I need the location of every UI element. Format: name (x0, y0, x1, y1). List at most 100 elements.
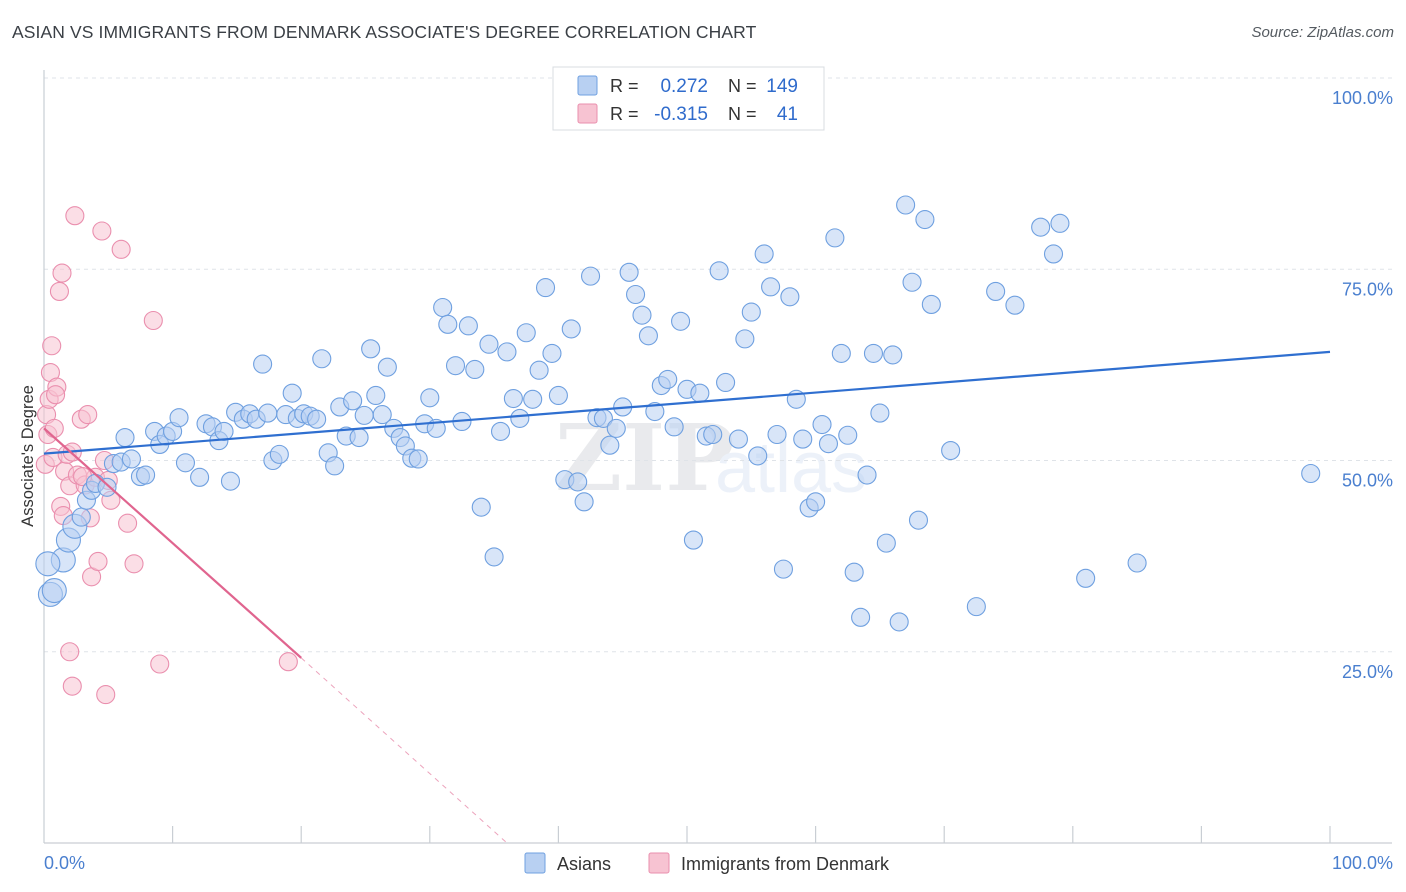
asians-point (214, 421, 234, 441)
asians-point (220, 471, 241, 491)
asians-point (748, 446, 768, 466)
asians-point (479, 334, 499, 354)
denmark-point (46, 385, 66, 405)
asians-point (366, 385, 386, 406)
asians-point (818, 434, 839, 454)
asians-point (728, 429, 748, 449)
legend-n-label-2: N = (728, 104, 757, 124)
bottom-legend-label-asians: Asians (557, 854, 611, 874)
denmark-point (44, 418, 64, 438)
y-tick-label: 50.0% (1342, 471, 1393, 491)
asians-point (458, 316, 478, 336)
legend-swatch-denmark (577, 103, 598, 124)
denmark-point (92, 221, 112, 241)
y-tick-label: 100.0% (1332, 88, 1393, 108)
asians-point (490, 421, 511, 441)
y-tick-label: 75.0% (1342, 279, 1393, 299)
asians-point (683, 530, 703, 550)
denmark-point (124, 554, 144, 574)
legend-r-label-1: R = (610, 76, 639, 96)
asians-point (754, 244, 774, 264)
legend-n-value-1: 149 (766, 76, 798, 97)
asians-point (806, 492, 826, 512)
source-label: Source: ZipAtlas.com (1251, 24, 1394, 41)
asians-point (1043, 244, 1064, 264)
asians-point (600, 435, 620, 455)
asians-point (516, 323, 536, 343)
denmark-point (78, 405, 98, 425)
asians-point (863, 343, 884, 363)
asians-point (1076, 568, 1096, 588)
denmark-point (118, 513, 138, 533)
asians-point (838, 425, 858, 445)
asians-point (574, 492, 594, 512)
asians-point (793, 429, 813, 449)
asians-point (761, 277, 781, 297)
asians-point (844, 562, 864, 582)
asians-point (354, 405, 374, 425)
asians-point (638, 326, 658, 346)
trend-lines (43, 350, 1331, 844)
asians-point (503, 388, 523, 409)
asians-point (465, 359, 485, 380)
y-axis-title: Associate's Degree (19, 385, 37, 527)
asians-point (773, 559, 794, 579)
asians-point (535, 278, 556, 298)
asians-point (115, 427, 135, 448)
asians-point (136, 465, 156, 485)
asians-point (851, 607, 871, 627)
legend-box (552, 66, 825, 131)
denmark-point (278, 652, 298, 672)
bottom-legend-label-denmark: Immigrants from Denmark (681, 854, 890, 874)
asians-point (941, 441, 961, 461)
legend-n-label-1: N = (728, 76, 757, 96)
asians-point (812, 414, 832, 435)
gridlines (44, 77, 1392, 653)
y-tick-labels: 100.0% 75.0% 50.0% 25.0% (1332, 88, 1393, 682)
asians-point (671, 311, 691, 331)
chart-title: ASIAN VS IMMIGRANTS FROM DENMARK ASSOCIA… (12, 22, 757, 42)
asians-point (741, 302, 761, 322)
denmark-point (62, 676, 82, 696)
asians-point (343, 391, 363, 411)
asians-point (542, 343, 562, 363)
asians-point (626, 284, 646, 305)
asians-point (169, 408, 189, 428)
asians-point (889, 612, 909, 632)
denmark-point (49, 281, 69, 301)
asians-point (361, 339, 381, 359)
asians-point (269, 444, 289, 464)
asians-point (690, 383, 710, 403)
x-ticks (172, 826, 1331, 843)
trend-line-denmark (43, 427, 302, 659)
trend-line-asians (43, 350, 1331, 455)
asians-point (1301, 463, 1321, 484)
denmark-point (143, 310, 163, 331)
asians-point (312, 349, 332, 369)
asians-point (377, 357, 397, 377)
asians-point (121, 449, 141, 469)
asians-point (548, 385, 568, 406)
asians-point (71, 507, 91, 527)
denmark-point (96, 685, 116, 705)
legend-r-value-2: -0.315 (654, 104, 708, 125)
asians-point (883, 345, 903, 365)
asians-point (445, 356, 466, 376)
asians-point (857, 465, 877, 485)
asians-point (876, 533, 896, 553)
asians-point (408, 449, 428, 469)
asians-point (902, 272, 922, 292)
asians-point (258, 403, 278, 423)
asians-point (580, 266, 601, 286)
asians-point (664, 417, 684, 437)
asians-point (767, 424, 787, 445)
asians-point (35, 551, 61, 577)
asians-point (529, 360, 549, 380)
asians-point (716, 372, 736, 393)
asians-point (282, 383, 302, 403)
asians-point (1050, 213, 1070, 233)
asians-point (97, 477, 117, 497)
asians-point (349, 427, 369, 448)
x-tick-label-min: 0.0% (44, 853, 85, 873)
asians-point (1031, 217, 1051, 237)
